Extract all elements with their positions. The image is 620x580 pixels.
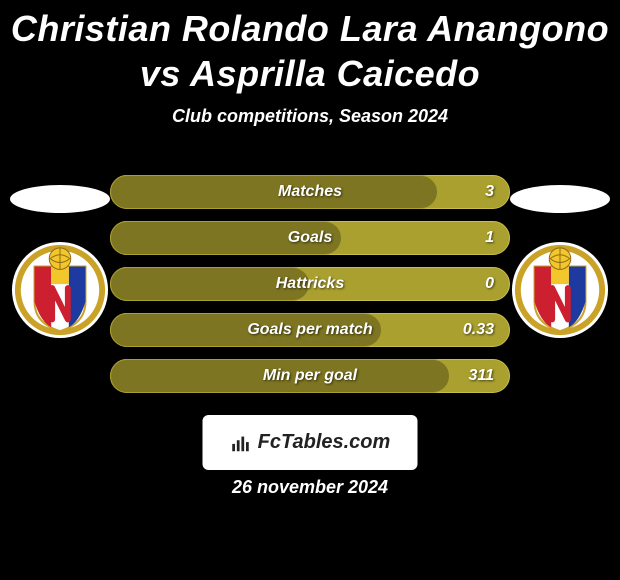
stat-row: Goals per match0.33: [110, 313, 510, 347]
stat-bars: Matches3Goals1Hattricks0Goals per match0…: [110, 175, 510, 405]
bar-chart-icon: [230, 432, 252, 454]
player-placeholder-left: [10, 185, 110, 213]
stat-row: Hattricks0: [110, 267, 510, 301]
watermark-text: FcTables.com: [258, 431, 391, 454]
stat-row: Min per goal311: [110, 359, 510, 393]
stat-row: Goals1: [110, 221, 510, 255]
stat-value: 0.33: [463, 313, 494, 347]
stat-label: Min per goal: [110, 359, 510, 393]
stat-label: Hattricks: [110, 267, 510, 301]
page-subtitle: Club competitions, Season 2024: [0, 106, 620, 127]
date-text: 26 november 2024: [0, 477, 620, 498]
left-player-column: [10, 185, 110, 385]
club-crest-right: [511, 241, 609, 339]
stat-row: Matches3: [110, 175, 510, 209]
stat-label: Matches: [110, 175, 510, 209]
stat-value: 0: [485, 267, 494, 301]
watermark-badge: FcTables.com: [203, 415, 418, 470]
right-player-column: [510, 185, 610, 385]
stat-label: Goals per match: [110, 313, 510, 347]
stat-value: 311: [468, 359, 494, 393]
club-crest-left: [11, 241, 109, 339]
player-placeholder-right: [510, 185, 610, 213]
stat-value: 3: [485, 175, 494, 209]
stat-label: Goals: [110, 221, 510, 255]
page-title: Christian Rolando Lara Anangono vs Aspri…: [0, 0, 620, 96]
stat-value: 1: [485, 221, 494, 255]
